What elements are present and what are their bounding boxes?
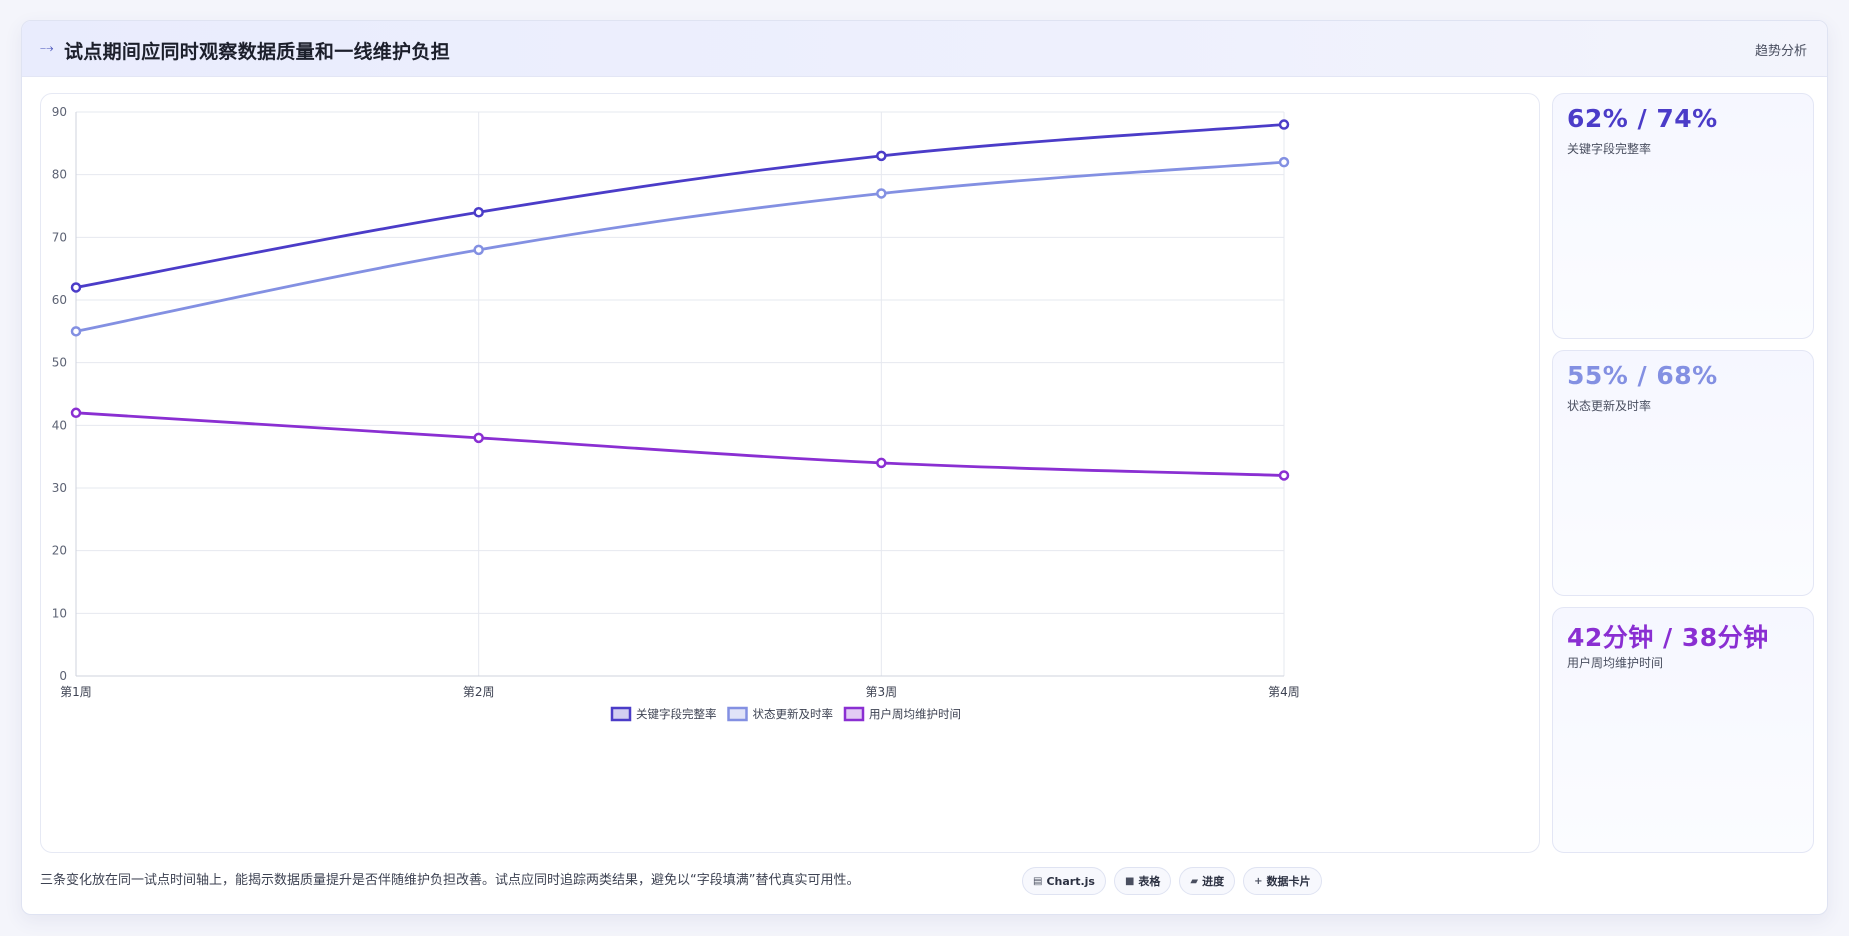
x-tick-label: 第3周 <box>866 685 898 699</box>
chip-table[interactable]: ■ 表格 <box>1113 867 1172 895</box>
y-tick-label: 90 <box>52 105 67 119</box>
stat-value: 62% / 74% <box>1567 104 1718 133</box>
chip-label: Chart.js <box>1046 874 1095 888</box>
header-bar: ⤍ 试点期间应同时观察数据质量和一线维护负担 趋势分析 <box>22 21 1827 77</box>
main-card: ⤍ 试点期间应同时观察数据质量和一线维护负担 趋势分析 0 10 20 30 40 50 6… <box>21 20 1828 915</box>
legend-swatch <box>727 706 748 722</box>
legend-label: 状态更新及时率 <box>753 707 834 721</box>
card-icon: + <box>1254 875 1263 887</box>
series-line <box>75 411 1285 477</box>
legend-swatch <box>843 706 865 722</box>
y-tick-label: 10 <box>52 606 67 620</box>
data-point <box>70 407 82 419</box>
chip-data-card[interactable]: + 数据卡片 <box>1243 867 1322 895</box>
page-title: 试点期间应同时观察数据质量和一线维护负担 <box>64 41 451 63</box>
chip-progress[interactable]: ▰ 进度 <box>1179 867 1236 895</box>
data-point <box>473 244 484 256</box>
data-point <box>1278 156 1290 168</box>
chip-label: 数据卡片 <box>1266 875 1311 888</box>
y-tick-label: 50 <box>52 356 67 370</box>
stat-card-completeness: 62% / 74% 关键字段完整率 <box>1552 93 1814 339</box>
y-tick-label: 20 <box>52 544 67 558</box>
y-tick-label: 70 <box>52 230 67 244</box>
chart-icon: ▤ <box>1033 875 1043 887</box>
y-tick-label: 40 <box>52 418 67 432</box>
chip-label: 表格 <box>1138 875 1161 888</box>
data-point <box>876 457 887 469</box>
data-point <box>1278 470 1290 481</box>
data-point <box>876 150 887 162</box>
stat-label: 状态更新及时率 <box>1567 399 1652 413</box>
x-tick-label: 第4周 <box>1268 685 1300 699</box>
legend-label: 用户周均维护时间 <box>869 707 961 721</box>
y-tick-label: 80 <box>52 168 67 182</box>
y-tick-label: 0 <box>59 669 67 683</box>
stat-card-maintenance: 42分钟 / 38分钟 用户周均维护时间 <box>1552 607 1814 853</box>
x-tick-label: 第2周 <box>463 685 495 699</box>
series-line <box>75 160 1285 333</box>
legend-label: 关键字段完整率 <box>636 707 717 721</box>
x-tick-label: 第1周 <box>60 685 92 699</box>
y-tick-label: 60 <box>52 293 67 307</box>
chart-panel: 0 10 20 30 40 50 60 70 80 90 第1周 第2周 第3周 第4周关键字段完整率 状态… <box>40 93 1540 853</box>
data-point <box>473 432 484 444</box>
data-point <box>70 282 82 293</box>
y-tick-label: 30 <box>52 481 67 495</box>
trend-icon: ⤍ <box>40 41 54 56</box>
stat-value: 55% / 68% <box>1567 361 1718 390</box>
table-icon: ■ <box>1124 875 1135 887</box>
stat-label: 用户周均维护时间 <box>1567 656 1664 670</box>
data-point <box>1278 119 1290 130</box>
footer-note: 三条变化放在同一试点时间轴上，能揭示数据质量提升是否伴随维护负担改善。试点应同时… <box>40 873 860 888</box>
data-point <box>70 326 82 337</box>
data-point <box>473 207 484 218</box>
legend-swatch <box>610 706 632 722</box>
stat-label: 关键字段完整率 <box>1567 142 1652 156</box>
progress-icon: ▰ <box>1190 875 1199 887</box>
series-line <box>75 123 1285 289</box>
chip-group: ▤ Chart.js ■ 表格 ▰ 进度 + 数据卡片 <box>1022 867 1322 895</box>
stat-value: 42分钟 / 38分钟 <box>1567 623 1769 652</box>
chip-chartjs[interactable]: ▤ Chart.js <box>1022 867 1106 895</box>
data-point <box>876 188 887 199</box>
chip-label: 进度 <box>1202 875 1225 888</box>
analysis-tag: 趋势分析 <box>1754 44 1807 59</box>
stat-card-timeliness: 55% / 68% 状态更新及时率 <box>1552 350 1814 596</box>
